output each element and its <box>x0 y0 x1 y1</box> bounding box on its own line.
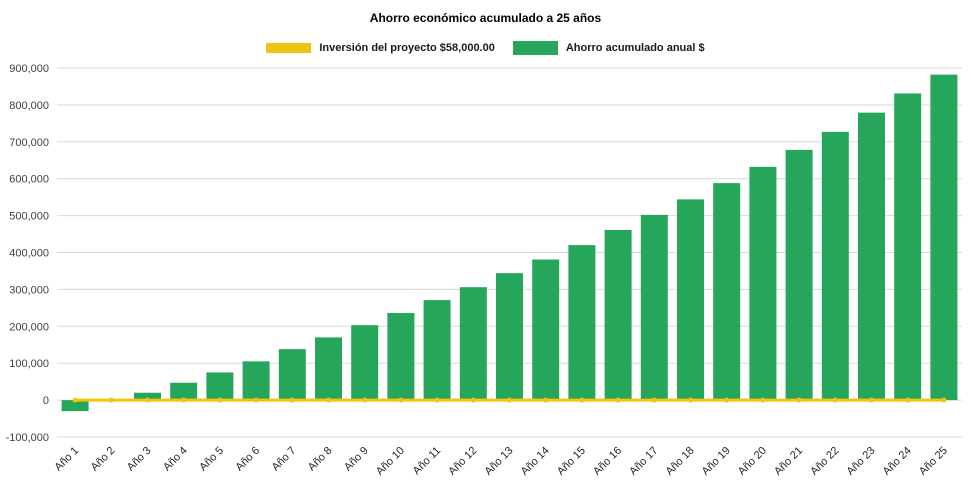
investment-line-marker <box>362 397 368 403</box>
x-axis-label: Año 5 <box>197 445 226 474</box>
investment-line-marker <box>760 397 766 403</box>
bar-ano-7 <box>278 349 306 401</box>
bar-ano-1 <box>61 400 89 412</box>
x-axis-label: Año 20 <box>736 445 769 478</box>
chart-legend: Inversión del proyecto $58,000.00 Ahorro… <box>0 41 971 55</box>
x-axis-label: Año 14 <box>519 445 552 478</box>
y-axis-label: 0 <box>43 395 49 407</box>
y-axis-label: 400,000 <box>9 248 49 260</box>
investment-line-marker <box>796 397 802 403</box>
investment-line-marker <box>145 397 150 403</box>
investment-line-marker <box>72 397 78 403</box>
investment-line-marker <box>289 397 295 403</box>
bar-ano-14 <box>532 259 560 401</box>
y-axis-label: 500,000 <box>9 211 49 223</box>
x-axis-label: Año 8 <box>306 445 335 474</box>
x-axis-label: Año 25 <box>917 445 950 478</box>
x-axis-label: Año 3 <box>125 445 154 474</box>
y-axis-label: 900,000 <box>9 63 49 75</box>
bar-ano-4 <box>170 382 198 401</box>
y-axis-label: 600,000 <box>9 174 49 186</box>
x-axis-label: Año 21 <box>772 445 805 478</box>
x-axis-label: Año 11 <box>411 445 444 478</box>
x-axis-label: Año 16 <box>591 445 624 478</box>
y-axis-label: -100,000 <box>6 432 49 444</box>
investment-line-marker <box>326 397 331 403</box>
legend-item-savings: Ahorro acumulado anual $ <box>512 41 705 55</box>
investment-line-marker <box>905 397 911 403</box>
investment-line-marker <box>507 397 512 403</box>
x-axis-label: Año 18 <box>663 445 696 478</box>
bar-ano-23 <box>858 112 885 401</box>
x-axis-label: Año 15 <box>555 445 588 478</box>
bar-ano-22 <box>821 131 849 401</box>
legend-item-investment: Inversión del proyecto $58,000.00 <box>266 42 495 54</box>
chart-title: Ahorro económico acumulado a 25 años <box>369 11 602 25</box>
x-axis-label: Año 9 <box>342 445 371 474</box>
x-axis-label: Año 13 <box>482 445 515 478</box>
investment-line-marker <box>615 397 621 403</box>
x-axis-label: Año 19 <box>700 445 733 478</box>
x-axis-label: Año 22 <box>808 445 841 478</box>
legend-label-investment: Inversión del proyecto $58,000.00 <box>319 42 495 54</box>
y-axis-label: 300,000 <box>9 284 49 296</box>
bar-ano-16 <box>604 229 632 401</box>
x-axis-label: Año 10 <box>374 445 407 478</box>
investment-line-marker <box>579 397 585 403</box>
bar-ano-10 <box>387 313 415 401</box>
x-axis-label: Año 7 <box>270 445 299 474</box>
bar-ano-5 <box>206 372 234 401</box>
bar-ano-13 <box>496 273 523 401</box>
investment-line-marker <box>724 397 730 403</box>
investment-line-marker <box>217 397 223 403</box>
investment-line-marker <box>181 397 187 403</box>
investment-line-marker <box>434 397 440 403</box>
legend-label-savings: Ahorro acumulado anual $ <box>565 42 705 54</box>
investment-line-marker <box>651 397 657 403</box>
x-axis-label: Año 17 <box>627 445 660 478</box>
bar-ano-6 <box>242 361 270 401</box>
investment-line-marker <box>108 397 114 403</box>
x-axis-label: Año 24 <box>881 445 914 478</box>
bar-ano-18 <box>677 199 704 401</box>
x-axis-label: Año 6 <box>233 445 262 474</box>
investment-line-marker <box>832 397 838 403</box>
x-axis-label: Año 2 <box>89 445 118 474</box>
investment-line-marker <box>253 397 259 403</box>
legend-swatch-savings <box>512 41 558 55</box>
bar-ano-24 <box>894 93 922 401</box>
investment-line-marker <box>688 397 693 403</box>
investment-line-marker <box>398 397 404 403</box>
x-axis-label: Año 12 <box>446 445 479 478</box>
bar-ano-3 <box>134 392 161 401</box>
bar-ano-21 <box>785 149 813 401</box>
x-axis-label: Año 23 <box>844 445 877 478</box>
bar-ano-8 <box>315 337 342 401</box>
y-axis-label: 700,000 <box>9 137 49 149</box>
y-axis-label: 800,000 <box>9 100 49 112</box>
x-axis-label: Año 4 <box>161 445 190 474</box>
bar-ano-11 <box>423 300 451 401</box>
y-axis-label: 200,000 <box>9 321 49 333</box>
bar-ano-17 <box>640 214 668 401</box>
bar-ano-15 <box>568 245 596 401</box>
bar-ano-12 <box>459 287 487 401</box>
bar-ano-25 <box>930 74 958 401</box>
bar-ano-9 <box>351 325 379 401</box>
x-axis-label: Año 1 <box>52 445 81 474</box>
bar-ano-19 <box>713 183 741 401</box>
investment-line-marker <box>941 397 947 403</box>
bar-ano-20 <box>749 166 777 401</box>
y-axis-label: 100,000 <box>9 358 49 370</box>
legend-swatch-investment <box>266 43 312 53</box>
investment-line-marker <box>869 397 874 403</box>
investment-line-marker <box>470 397 476 403</box>
investment-line-marker <box>543 397 549 403</box>
